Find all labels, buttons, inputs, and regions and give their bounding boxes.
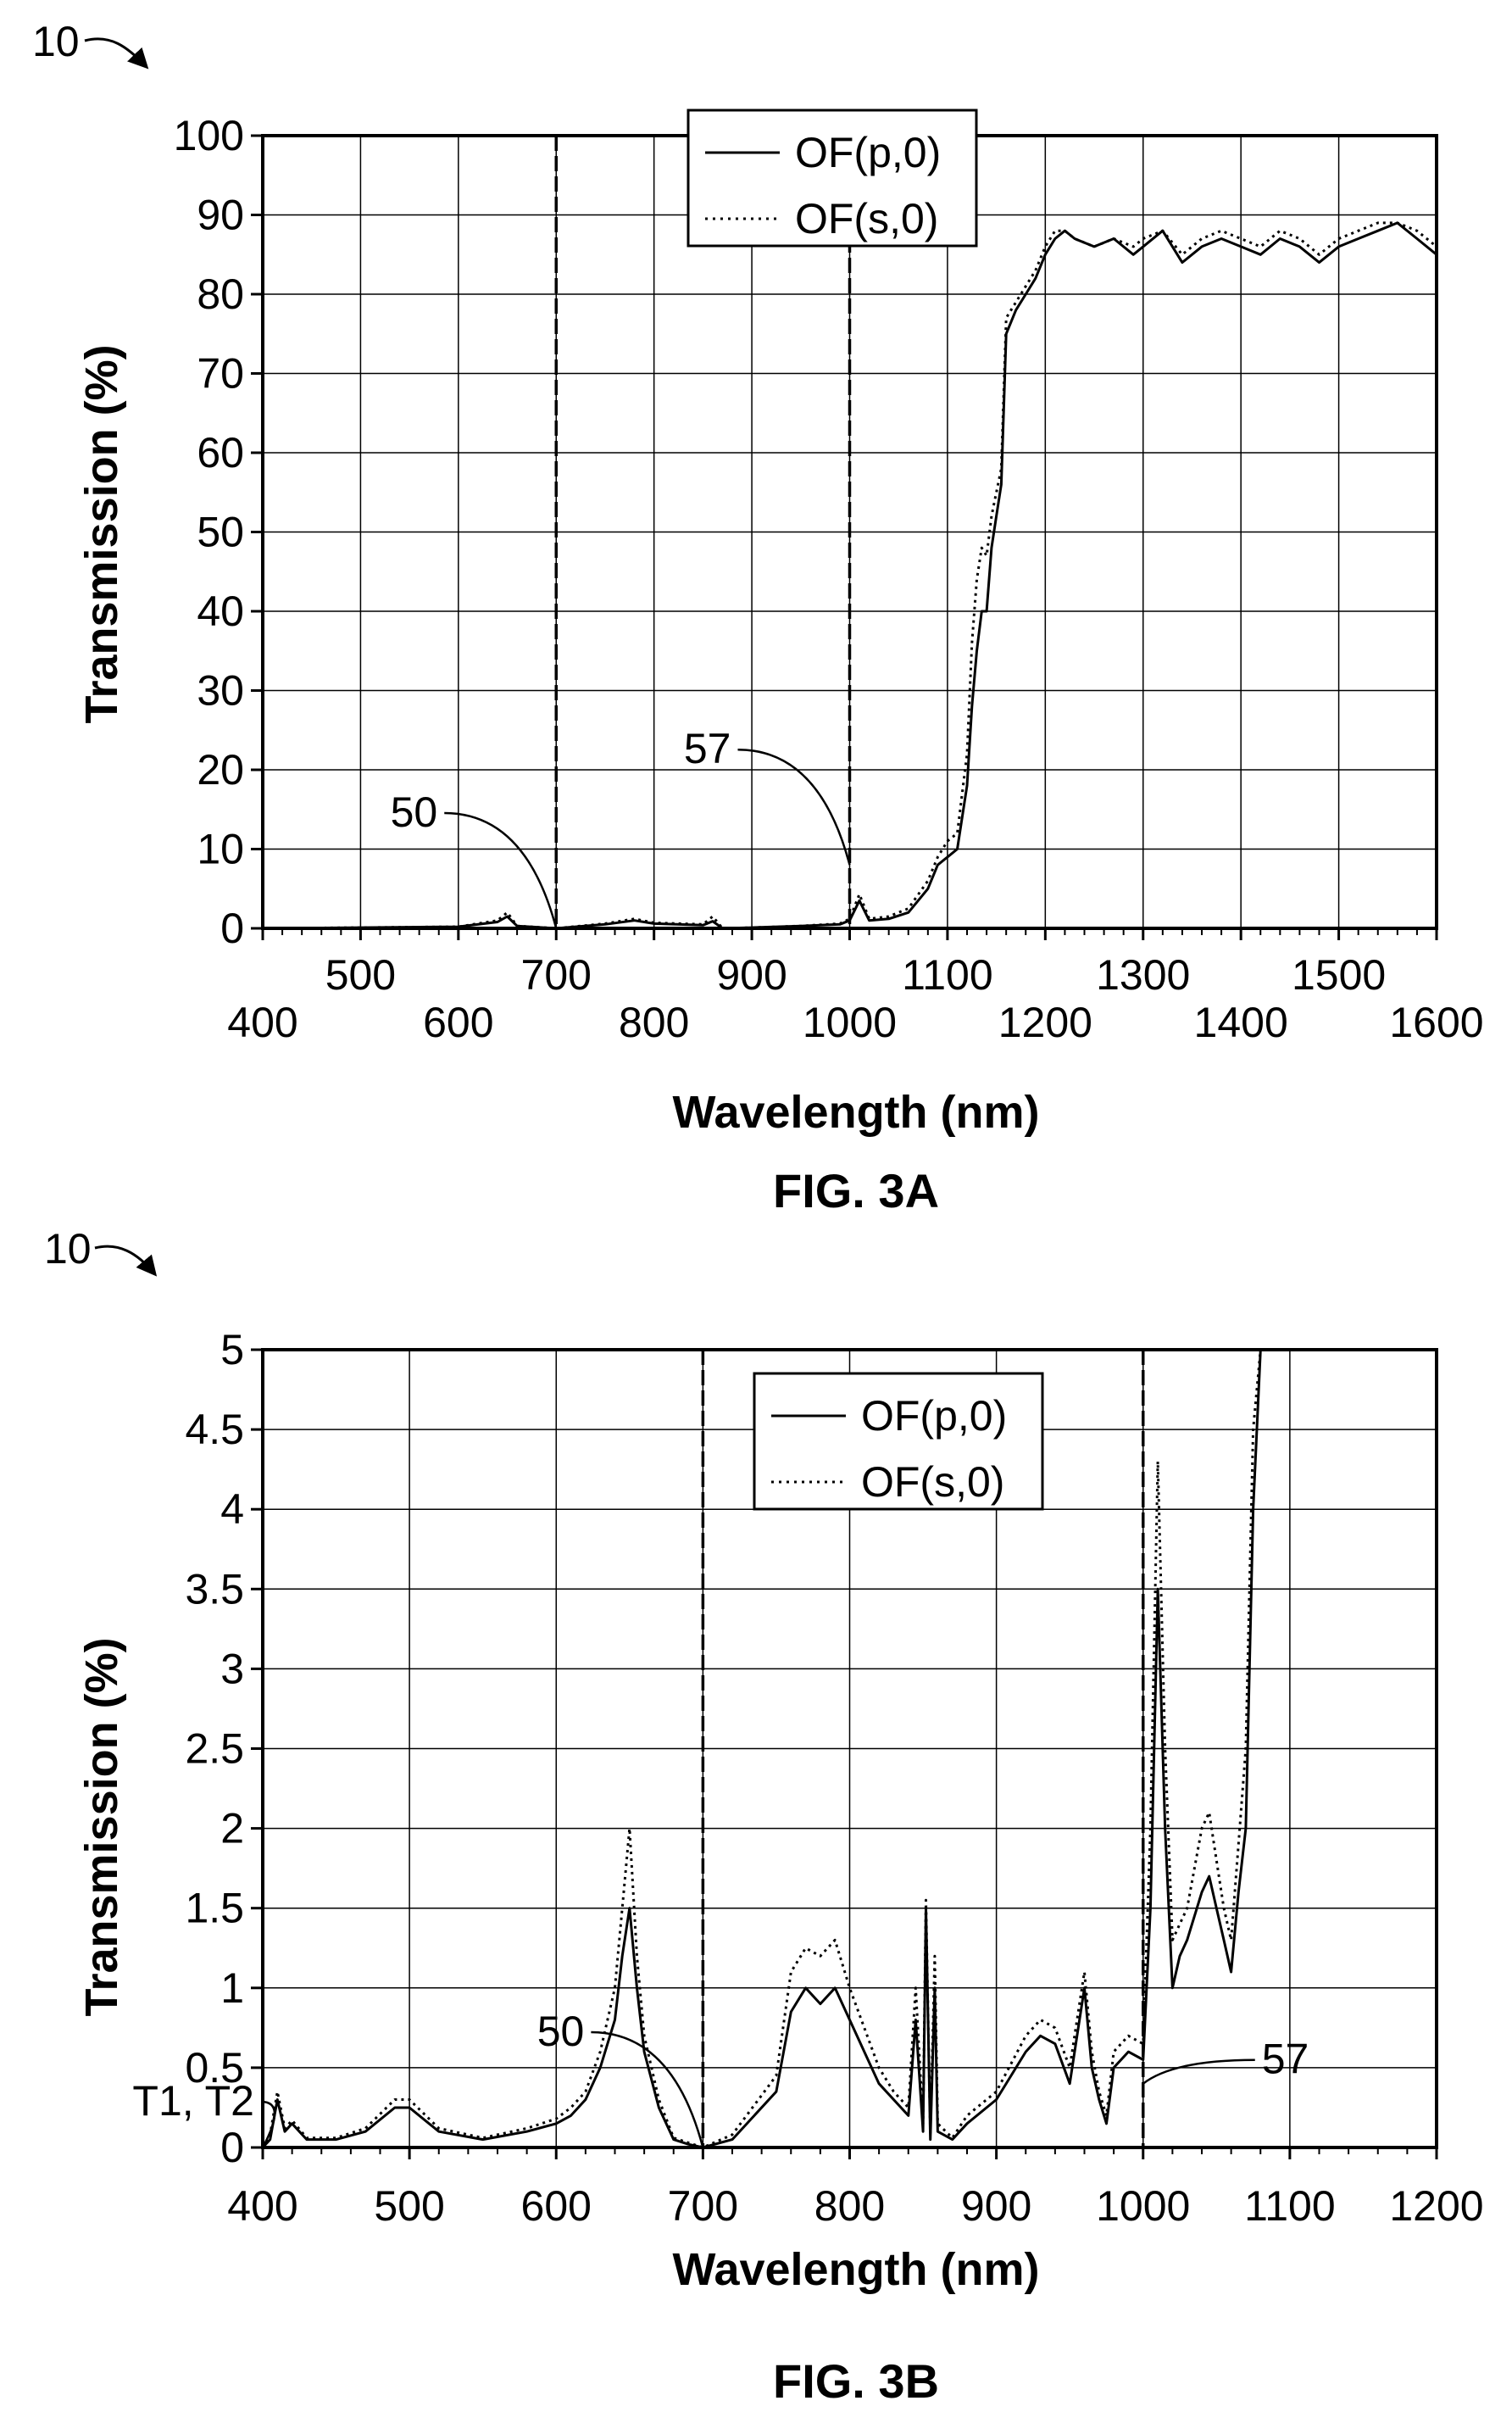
chart-3b: 10 0 0.5 1 1.5 2 2.5 3 3.5 4 4.5 5 400 500 600 700 800 9… bbox=[44, 1225, 1484, 2408]
x-tick-label: 600 bbox=[521, 2182, 592, 2230]
x-tick-label: 800 bbox=[814, 2182, 885, 2230]
y-tick-label: 0 bbox=[220, 2124, 244, 2171]
y-tick-label: 60 bbox=[197, 429, 244, 476]
y-tick-label: 70 bbox=[197, 350, 244, 398]
x-tick-label: 1000 bbox=[1096, 2182, 1190, 2230]
series-group bbox=[261, 1349, 1262, 2149]
legend: OF(p,0) OF(s,0) bbox=[753, 1372, 1044, 1511]
annotations: 50 57 T1, T2 bbox=[132, 2008, 1309, 2148]
y-tick-label: 50 bbox=[197, 509, 244, 556]
tick-labels: 0 0.5 1 1.5 2 2.5 3 3.5 4 4.5 5 400 500 600 700 800 900 1… bbox=[185, 1326, 1483, 2230]
y-tick-label: 2 bbox=[220, 1805, 244, 1852]
annotation-57: 57 bbox=[684, 725, 731, 772]
x-tick-label: 1200 bbox=[1389, 2182, 1483, 2230]
x-tick-label: 1400 bbox=[1194, 999, 1288, 1046]
series-line-p-polarization bbox=[262, 221, 1437, 930]
x-tick-label: 400 bbox=[227, 2182, 297, 2230]
y-tick-label: 40 bbox=[197, 588, 244, 635]
x-tick-label: 600 bbox=[423, 999, 493, 1046]
chart-3a: 10 0 10 20 30 40 50 60 70 80 90 100 500 700 900 1100 13… bbox=[32, 18, 1484, 1217]
figure-title: FIG. 3A bbox=[773, 1164, 939, 1217]
reference-arrow bbox=[84, 37, 149, 70]
x-tick-label: 1000 bbox=[803, 999, 897, 1046]
leader-line bbox=[737, 748, 851, 866]
annotations: 50 57 bbox=[391, 725, 851, 929]
y-tick-label: 4.5 bbox=[185, 1406, 244, 1453]
y-tick-label: 0 bbox=[220, 905, 244, 952]
reference-arrow bbox=[94, 1245, 158, 1277]
legend-label-p: OF(p,0) bbox=[861, 1392, 1007, 1440]
x-tick-label: 900 bbox=[716, 951, 787, 999]
plot-frame bbox=[261, 1348, 1438, 2149]
legend-label-p: OF(p,0) bbox=[795, 129, 941, 176]
x-axis-label: Wavelength (nm) bbox=[672, 1087, 1039, 1138]
annotation-57: 57 bbox=[1262, 2036, 1309, 2083]
x-tick-label: 900 bbox=[961, 2182, 1031, 2230]
x-tick-label: 500 bbox=[374, 2182, 444, 2230]
x-axis-label: Wavelength (nm) bbox=[672, 2244, 1039, 2295]
legend-label-s: OF(s,0) bbox=[795, 195, 938, 242]
leader-line bbox=[1142, 2058, 1255, 2085]
figure-3a: 10 0 10 20 30 40 50 60 70 80 90 100 500 700 900 1100 13… bbox=[32, 18, 1484, 1217]
annotation-t1t2: T1, T2 bbox=[132, 2077, 254, 2125]
legend-box bbox=[753, 1372, 1044, 1511]
x-tick-label: 1200 bbox=[998, 999, 1092, 1046]
vertical-markers bbox=[554, 136, 852, 928]
y-tick-label: 20 bbox=[197, 746, 244, 794]
y-tick-label: 0.5 bbox=[185, 2044, 244, 2092]
leader-line bbox=[591, 2030, 704, 2148]
y-tick-label: 5 bbox=[220, 1326, 244, 1373]
legend-box bbox=[687, 109, 978, 248]
y-tick-label: 2.5 bbox=[185, 1725, 244, 1773]
figure-3b: 10 0 0.5 1 1.5 2 2.5 3 3.5 4 4.5 5 400 500 600 700 800 9… bbox=[0, 1221, 1512, 2412]
y-tick-label: 30 bbox=[197, 667, 244, 715]
x-tick-label: 500 bbox=[325, 951, 396, 999]
y-tick-label: 1.5 bbox=[185, 1885, 244, 1932]
x-tick-label: 1600 bbox=[1389, 999, 1483, 1046]
y-axis-label: Transmission (%) bbox=[76, 344, 127, 723]
x-tick-label: 1300 bbox=[1096, 951, 1190, 999]
vertical-markers bbox=[701, 1350, 1145, 2147]
x-tick-label: 1100 bbox=[902, 951, 993, 999]
series-line-s-polarization bbox=[262, 221, 1437, 930]
series-line-p-polarization bbox=[261, 1349, 1262, 2149]
reference-numeral-10: 10 bbox=[44, 1225, 92, 1273]
y-tick-label: 10 bbox=[197, 826, 244, 873]
series-group bbox=[262, 221, 1437, 930]
y-tick-label: 3.5 bbox=[185, 1565, 244, 1613]
y-tick-label: 3 bbox=[220, 1645, 244, 1692]
leader-line bbox=[444, 811, 558, 929]
y-axis-label: Transmission (%) bbox=[76, 1637, 127, 2016]
y-tick-label: 100 bbox=[174, 112, 244, 159]
legend-label-s: OF(s,0) bbox=[861, 1458, 1004, 1506]
x-tick-label: 800 bbox=[619, 999, 689, 1046]
y-tick-label: 80 bbox=[197, 270, 244, 318]
leader-line bbox=[260, 2100, 276, 2148]
annotation-50: 50 bbox=[391, 788, 438, 836]
x-tick-label: 1100 bbox=[1244, 2182, 1336, 2230]
x-tick-label: 1500 bbox=[1292, 951, 1386, 999]
annotation-50: 50 bbox=[537, 2008, 585, 2055]
figure-title: FIG. 3B bbox=[773, 2354, 939, 2408]
reference-numeral-10: 10 bbox=[32, 18, 80, 65]
y-tick-label: 90 bbox=[197, 192, 244, 239]
legend: OF(p,0) OF(s,0) bbox=[687, 109, 978, 248]
x-tick-label: 400 bbox=[227, 999, 297, 1046]
y-tick-label: 1 bbox=[220, 1964, 244, 2012]
x-tick-label: 700 bbox=[521, 951, 592, 999]
x-tick-label: 700 bbox=[668, 2182, 738, 2230]
y-tick-label: 4 bbox=[220, 1485, 244, 1533]
